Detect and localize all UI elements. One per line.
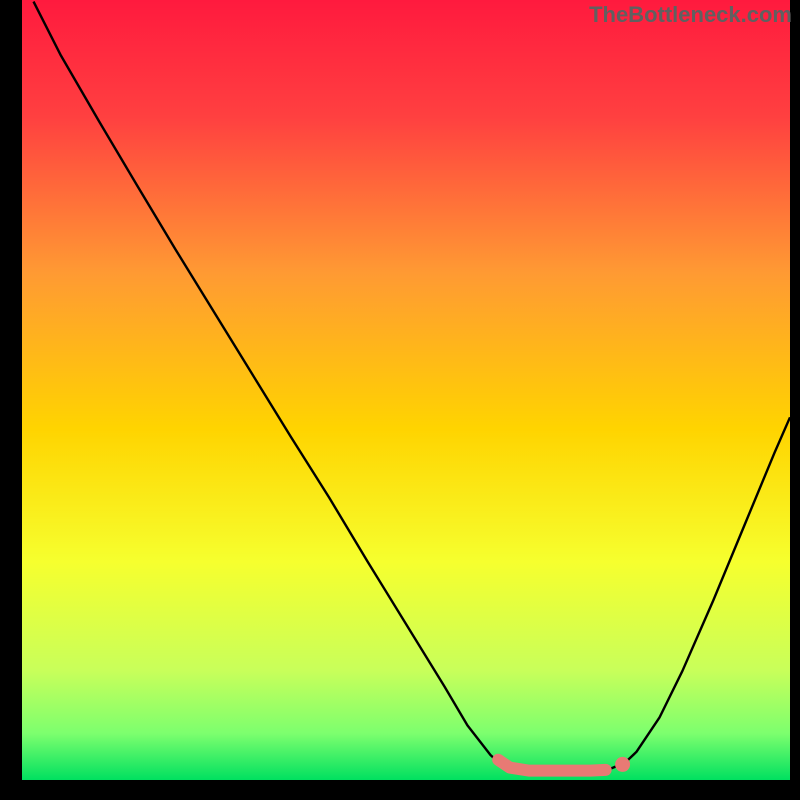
plot-area (22, 0, 790, 780)
highlight-dot (615, 757, 630, 772)
highlight-band (498, 760, 606, 771)
watermark-text: TheBottleneck.com (589, 2, 792, 28)
bottleneck-curve (34, 2, 790, 773)
chart-container: TheBottleneck.com (0, 0, 800, 800)
curve-layer (22, 0, 790, 780)
